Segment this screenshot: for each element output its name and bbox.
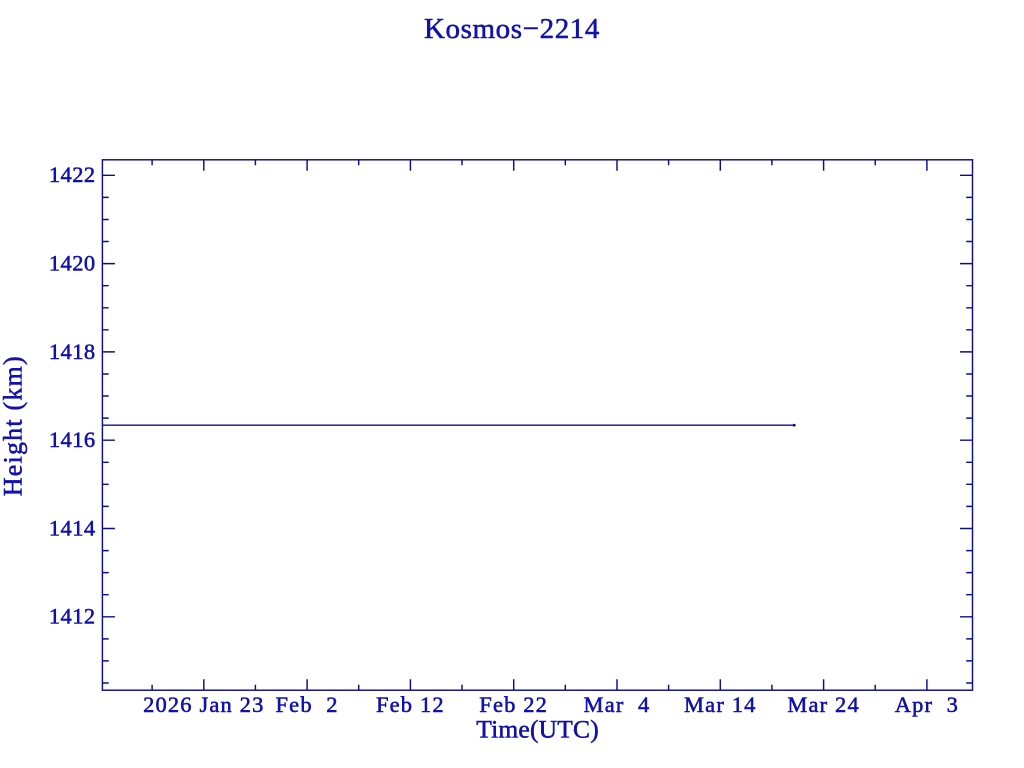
svg-text:1414: 1414 [49,515,96,540]
svg-text:Feb 22: Feb 22 [479,692,548,717]
svg-text:1416: 1416 [49,427,96,452]
svg-text:Mar 14: Mar 14 [684,692,757,717]
svg-text:Kosmos−2214: Kosmos−2214 [424,13,600,45]
svg-text:Height (km): Height (km) [0,355,27,496]
svg-text:1422: 1422 [49,162,96,187]
svg-text:Time(UTC): Time(UTC) [476,715,599,744]
svg-text:Mar 24: Mar 24 [787,692,860,717]
svg-text:1418: 1418 [49,339,96,364]
svg-text:2026 Jan 23: 2026 Jan 23 [143,692,264,717]
svg-text:Feb 2: Feb 2 [276,692,339,717]
svg-text:1412: 1412 [49,604,96,629]
svg-text:1420: 1420 [49,251,96,276]
svg-text:Feb 12: Feb 12 [376,692,445,717]
svg-text:Mar 4: Mar 4 [584,692,651,717]
svg-text:Apr 3: Apr 3 [895,692,959,717]
